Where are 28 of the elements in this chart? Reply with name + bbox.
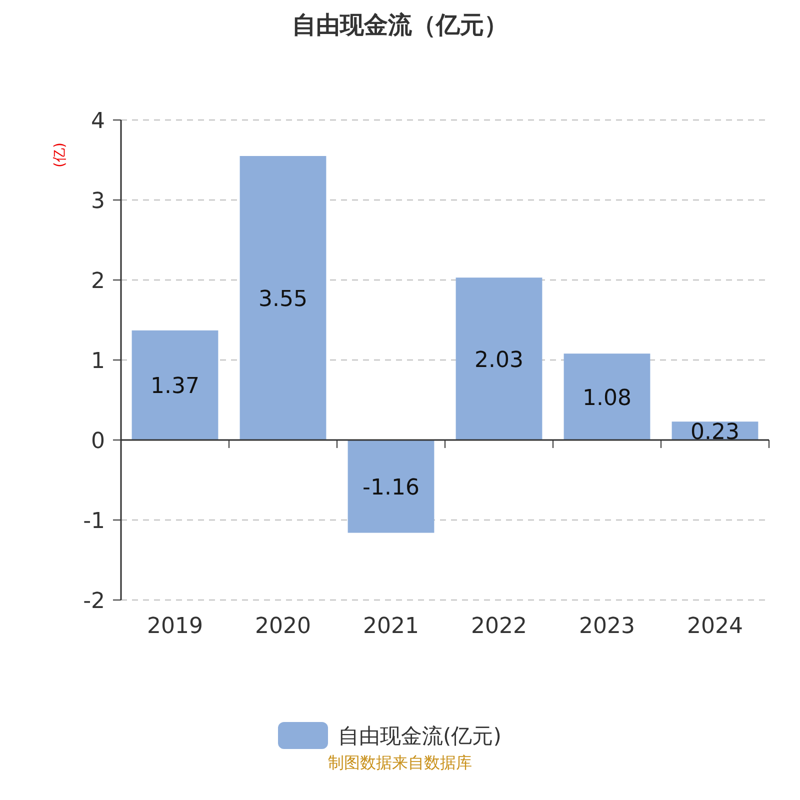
bar xyxy=(348,440,434,533)
bar xyxy=(240,156,326,440)
x-tick-label: 2019 xyxy=(147,614,203,639)
y-tick-label: 1 xyxy=(91,349,105,374)
legend-label: 自由现金流(亿元) xyxy=(338,724,502,748)
x-tick-label: 2024 xyxy=(687,614,743,639)
chart-title: 自由现金流（亿元） xyxy=(292,11,508,39)
x-tick-label: 2021 xyxy=(363,614,419,639)
y-tick-label: -2 xyxy=(83,589,105,614)
text: 制图数据来自数据库 xyxy=(328,753,472,772)
x-tick-label: 2020 xyxy=(255,614,311,639)
bar xyxy=(456,278,542,440)
data-label: 1.08 xyxy=(582,386,632,411)
data-label: 0.23 xyxy=(690,420,740,445)
data-label: 3.55 xyxy=(258,287,308,312)
y-tick-label: 0 xyxy=(91,429,105,454)
x-tick-label: 2023 xyxy=(579,614,635,639)
bar xyxy=(564,354,650,440)
y-tick-label: -1 xyxy=(83,509,105,534)
bar xyxy=(132,330,218,440)
data-label: 1.37 xyxy=(150,374,200,400)
y-tick-label: 2 xyxy=(91,269,105,294)
y-tick-label: 4 xyxy=(91,109,105,134)
y-axis-title: (亿) xyxy=(52,142,68,168)
data-label: 2.03 xyxy=(474,348,524,373)
data-label: -1.16 xyxy=(362,475,420,500)
x-tick-label: 2022 xyxy=(471,614,527,639)
y-tick-label: 3 xyxy=(91,189,105,214)
